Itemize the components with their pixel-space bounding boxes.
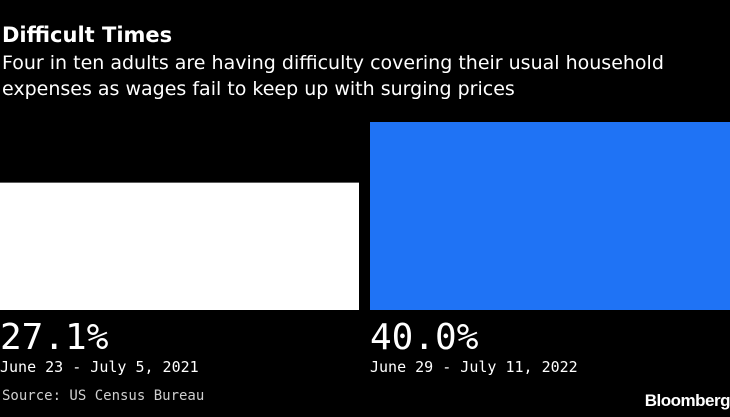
bloomberg-logo: Bloomberg	[644, 391, 730, 410]
bar-category-label-2022: June 29 - July 11, 2022	[370, 358, 578, 376]
chart-subtitle: Four in ten adults are having difficulty…	[2, 50, 722, 102]
bar-value-label-2022: 40.0%	[370, 317, 479, 358]
bar-category-label-2021: June 23 - July 5, 2021	[0, 358, 199, 376]
subtitle-line-1: Four in ten adults are having difficulty…	[2, 52, 664, 74]
subtitle-line-2: expenses as wages fail to keep up with s…	[2, 78, 515, 100]
bar-1	[0, 182, 359, 310]
bar-value-label-2021: 27.1%	[0, 317, 109, 358]
source-note: Source: US Census Bureau	[2, 388, 205, 404]
bar-2	[370, 122, 730, 310]
chart-title: Difficult Times	[2, 23, 173, 47]
